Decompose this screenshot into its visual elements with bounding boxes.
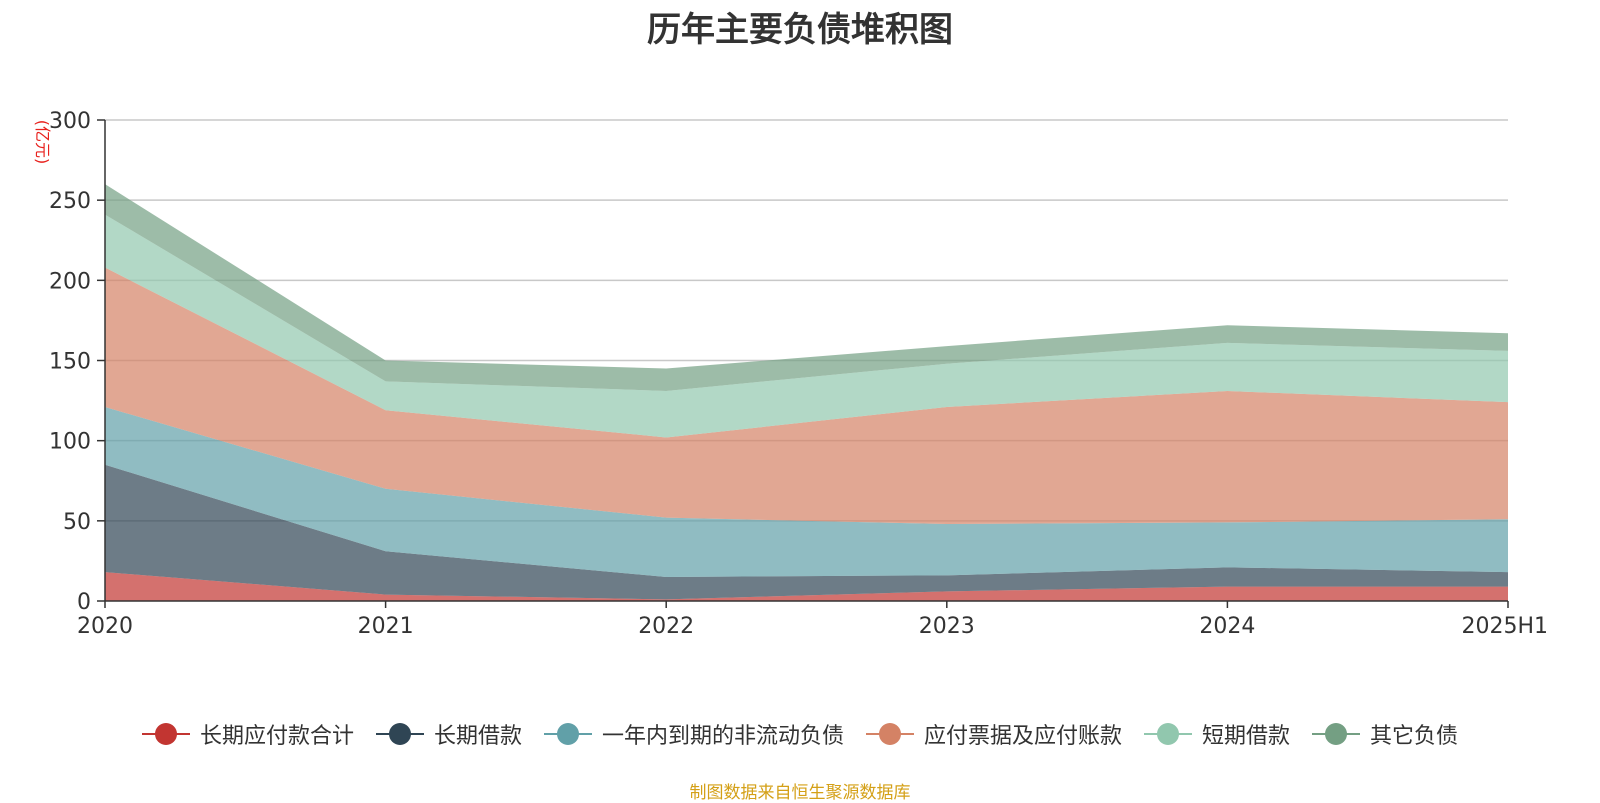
- legend-marker-icon: [866, 722, 914, 746]
- x-tick-label: 2022: [638, 614, 694, 639]
- area-series-4: [105, 214, 1508, 438]
- legend-item[interactable]: 一年内到期的非流动负债: [543, 718, 844, 750]
- legend-marker-icon: [375, 722, 424, 746]
- area-series: [105, 184, 1508, 601]
- y-tick-label: 100: [49, 430, 91, 455]
- legend-label: 一年内到期的非流动负债: [601, 724, 844, 749]
- x-tick-label: 2020: [77, 614, 133, 639]
- y-tick-label: 150: [49, 350, 91, 375]
- legend-label: 长期借款: [433, 724, 522, 749]
- x-tick-label: 2023: [919, 614, 975, 639]
- legend-label: 短期借款: [1202, 724, 1291, 749]
- legend-item[interactable]: 短期借款: [1144, 718, 1290, 750]
- legend-label: 长期应付款合计: [199, 724, 354, 749]
- legend-item[interactable]: 长期借款: [375, 718, 522, 750]
- source-note: 制图数据来自恒生聚源数据库: [689, 783, 911, 803]
- legend-marker-icon: [141, 722, 190, 746]
- legend-label: 其它负债: [1370, 724, 1459, 749]
- legend-label: 应付票据及应付账款: [924, 724, 1123, 749]
- legend-item[interactable]: 应付票据及应付账款: [866, 718, 1122, 750]
- chart-title: 历年主要负债堆积图: [647, 10, 953, 50]
- x-tick-label: 2021: [358, 614, 414, 639]
- legend: 长期应付款合计 长期借款 一年内到期的非流动负债 应付票据及应付账款 短期借款 其它负债: [0, 718, 1600, 750]
- legend-item[interactable]: 长期应付款合计: [141, 718, 354, 750]
- y-tick-label: 200: [49, 269, 91, 294]
- area-series-3: [105, 267, 1508, 525]
- legend-marker-icon: [1144, 722, 1193, 746]
- legend-item[interactable]: 其它负债: [1312, 718, 1458, 750]
- area-series-0: [105, 572, 1508, 601]
- stacked-area-chart: 0 50 100 150 200 250 300 2020 2021 2022 2023 2024 20…: [49, 109, 1548, 639]
- area-series-1: [105, 464, 1508, 600]
- axes: 0 50 100 150 200 250 300 2020 2021 2022 2023 2024 20…: [49, 109, 1548, 639]
- area-series-2: [105, 406, 1508, 577]
- x-tick-label: 2025H1: [1461, 614, 1548, 639]
- y-tick-label: 300: [49, 109, 91, 134]
- y-tick-label: 250: [49, 189, 91, 214]
- legend-marker-icon: [1312, 722, 1361, 746]
- y-tick-label: 0: [77, 590, 91, 615]
- legend-marker-icon: [543, 722, 592, 746]
- x-tick-label: 2024: [1199, 614, 1255, 639]
- area-series-5: [105, 184, 1508, 391]
- y-tick-label: 50: [63, 510, 91, 535]
